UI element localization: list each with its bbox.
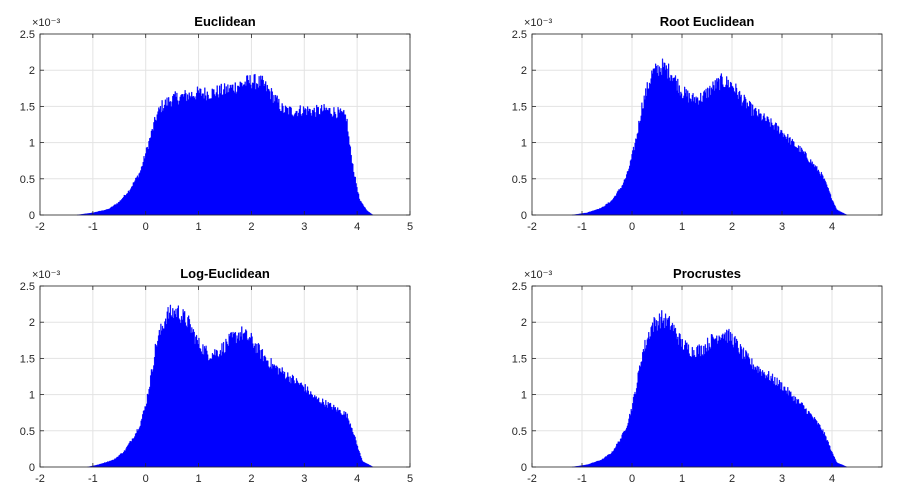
y-tick-label: 1.5 [20, 353, 35, 365]
y-tick-label: 0 [521, 462, 527, 474]
histogram-bars [76, 73, 374, 216]
x-tick-label: 4 [354, 473, 360, 485]
y-tick-label: 0.5 [512, 174, 527, 186]
x-tick-label: 2 [248, 221, 254, 233]
x-tick-label: 0 [143, 221, 149, 233]
axes-box [39, 285, 411, 468]
chart-title: Procrustes [673, 266, 741, 281]
axes-box [39, 33, 411, 216]
x-tick-label: 4 [829, 221, 835, 233]
y-exponent-label: ×10⁻³ [32, 17, 60, 29]
subplot-1: -2 -1 0 1 2 3 4 5 0 0.5 1 1.5 2 2.5×10⁻³ Euclidean [20, 14, 413, 233]
y-tick-label: 1 [521, 390, 527, 402]
x-tick-label: -2 [527, 221, 537, 233]
y-tick-label: 1 [29, 138, 35, 150]
x-tick-label: 1 [196, 221, 202, 233]
subplot-4: -2 -1 0 1 2 3 4 0 0.5 1 1.5 2 2.5×10⁻³ Procrustes [512, 266, 883, 485]
x-tick-label: 1 [679, 473, 685, 485]
y-tick-label: 2 [29, 65, 35, 77]
y-tick-label: 2.5 [512, 281, 527, 293]
x-tick-label: 0 [629, 473, 635, 485]
x-tick-label: -2 [527, 473, 537, 485]
x-tick-label: 0 [629, 221, 635, 233]
axes-box [531, 33, 883, 216]
y-tick-label: 2 [521, 65, 527, 77]
x-tick-label: 2 [248, 473, 254, 485]
y-tick-label: 2.5 [20, 29, 35, 41]
x-tick-label: 3 [301, 473, 307, 485]
chart-title: Root Euclidean [660, 14, 755, 29]
y-tick-label: 0 [29, 462, 35, 474]
x-tick-label: -1 [88, 221, 98, 233]
x-tick-label: 3 [779, 473, 785, 485]
y-tick-label: 0 [29, 210, 35, 222]
y-tick-label: 1.5 [512, 353, 527, 365]
chart-title: Euclidean [194, 14, 255, 29]
x-tick-label: 3 [301, 221, 307, 233]
y-tick-label: 1.5 [512, 101, 527, 113]
x-tick-label: 2 [729, 221, 735, 233]
x-tick-label: 5 [407, 221, 413, 233]
x-tick-label: -1 [88, 473, 98, 485]
chart-title: Log-Euclidean [180, 266, 270, 281]
y-tick-label: 1 [521, 138, 527, 150]
x-tick-label: -1 [577, 221, 587, 233]
x-tick-label: -1 [577, 473, 587, 485]
x-tick-label: 2 [729, 473, 735, 485]
y-tick-label: 1 [29, 390, 35, 402]
y-tick-label: 2.5 [20, 281, 35, 293]
x-tick-label: 1 [196, 473, 202, 485]
axes-box [531, 285, 883, 468]
histogram-bars [87, 304, 374, 468]
y-tick-label: 0.5 [20, 174, 35, 186]
y-tick-label: 0.5 [20, 426, 35, 438]
y-tick-label: 2.5 [512, 29, 527, 41]
x-tick-label: 0 [143, 473, 149, 485]
x-tick-label: 1 [679, 221, 685, 233]
x-tick-label: 3 [779, 221, 785, 233]
y-exponent-label: ×10⁻³ [524, 269, 552, 281]
y-tick-label: 1.5 [20, 101, 35, 113]
y-tick-label: 0 [521, 210, 527, 222]
x-tick-label: -2 [35, 221, 45, 233]
y-tick-label: 2 [521, 317, 527, 329]
x-tick-label: 4 [829, 473, 835, 485]
x-tick-label: 4 [354, 221, 360, 233]
y-exponent-label: ×10⁻³ [524, 17, 552, 29]
x-tick-label: -2 [35, 473, 45, 485]
subplot-2: -2 -1 0 1 2 3 4 0 0.5 1 1.5 2 2.5×10⁻³ Root Euclidean [512, 14, 883, 233]
y-tick-label: 2 [29, 317, 35, 329]
y-exponent-label: ×10⁻³ [32, 269, 60, 281]
subplot-3: -2 -1 0 1 2 3 4 5 0 0.5 1 1.5 2 2.5×10⁻³ Log-Euclidean [20, 266, 413, 485]
x-tick-label: 5 [407, 473, 413, 485]
histogram-bars [571, 310, 848, 468]
y-tick-label: 0.5 [512, 426, 527, 438]
